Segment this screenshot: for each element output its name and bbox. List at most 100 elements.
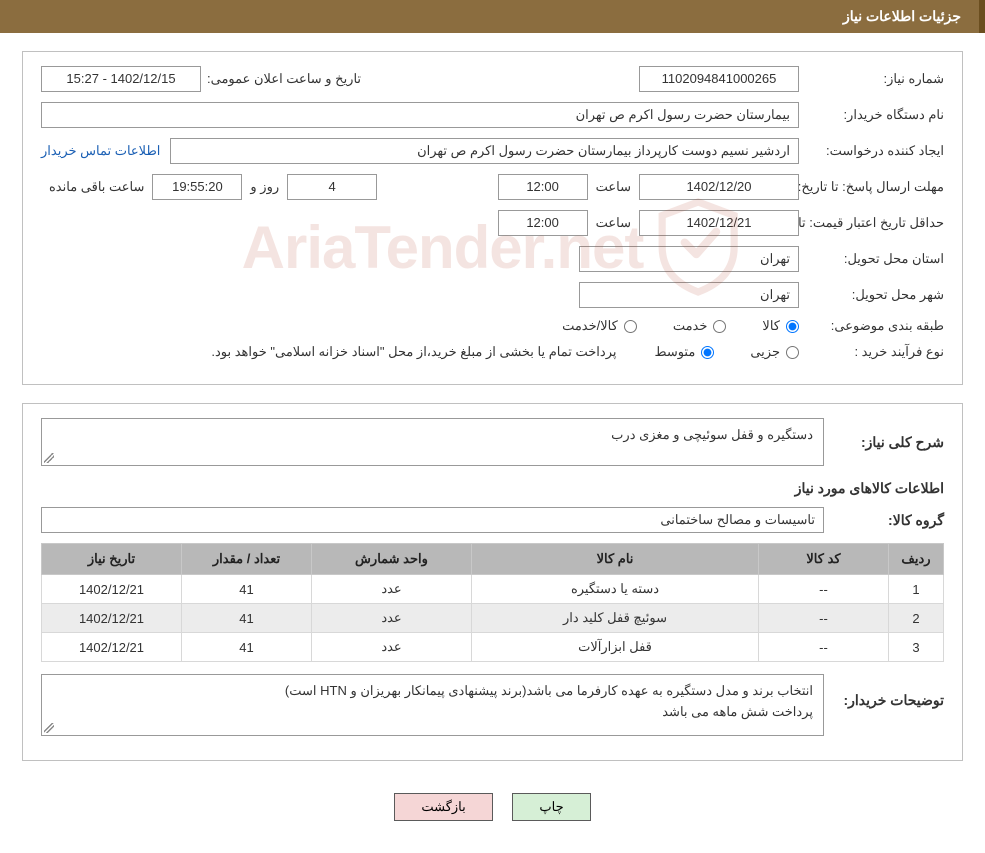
- proc-medium-option[interactable]: متوسط: [654, 344, 714, 360]
- cell-name: دسته یا دستگیره: [472, 575, 759, 604]
- class-goods-radio[interactable]: [786, 320, 799, 333]
- class-service-option[interactable]: خدمت: [673, 318, 727, 334]
- need-no-label: شماره نیاز:: [799, 71, 944, 87]
- desc-label: شرح کلی نیاز:: [824, 434, 944, 451]
- countdown-suffix: ساعت باقی مانده: [49, 179, 144, 195]
- resize-handle-icon[interactable]: [44, 723, 54, 733]
- cell-unit: عدد: [312, 604, 472, 633]
- th-date: تاریخ نیاز: [42, 544, 182, 575]
- city-label: شهر محل تحویل:: [799, 287, 944, 303]
- row-classification: طبقه بندی موضوعی: کالا خدمت کالا/خدمت: [41, 318, 944, 334]
- row-buyer-org: نام دستگاه خریدار: بیمارستان حضرت رسول ا…: [41, 102, 944, 128]
- deadline-label-sub: تا تاریخ:: [798, 179, 839, 194]
- class-both-option[interactable]: کالا/خدمت: [562, 318, 637, 334]
- items-panel: شرح کلی نیاز: دستگیره و قفل سوئیچی و مغز…: [22, 403, 963, 761]
- row-requester: ایجاد کننده درخواست: اردشیر نسیم دوست کا…: [41, 138, 944, 164]
- info-panel: AriaTender.net شماره نیاز: 1102094841000…: [22, 51, 963, 385]
- requester-label: ایجاد کننده درخواست:: [799, 143, 944, 159]
- th-qty: تعداد / مقدار: [182, 544, 312, 575]
- proc-medium-label: متوسط: [654, 344, 695, 360]
- deadline-date: 1402/12/20: [639, 174, 799, 200]
- page-title-bar: جزئیات اطلاعات نیاز: [0, 0, 985, 33]
- cell-date: 1402/12/21: [42, 575, 182, 604]
- th-index: ردیف: [889, 544, 944, 575]
- class-both-radio[interactable]: [624, 320, 637, 333]
- deadline-time: 12:00: [498, 174, 588, 200]
- validity-date: 1402/12/21: [639, 210, 799, 236]
- proc-partial-option[interactable]: جزیی: [750, 344, 799, 360]
- proc-medium-radio[interactable]: [701, 346, 714, 359]
- proc-partial-radio[interactable]: [786, 346, 799, 359]
- table-row: 3 -- قفل ابزارآلات عدد 41 1402/12/21: [42, 633, 944, 662]
- cell-idx: 3: [889, 633, 944, 662]
- province-value: تهران: [579, 246, 799, 272]
- back-button[interactable]: بازگشت: [394, 793, 492, 821]
- proc-note: پرداخت تمام یا بخشی از مبلغ خرید،از محل …: [211, 344, 616, 360]
- validity-label-main: حداقل تاریخ اعتبار قیمت:: [809, 215, 944, 230]
- row-process: نوع فرآیند خرید : جزیی متوسط پرداخت تمام…: [41, 344, 944, 360]
- notes-line-1: انتخاب برند و مدل دستگیره به عهده کارفرم…: [52, 681, 813, 702]
- deadline-label: مهلت ارسال پاسخ: تا تاریخ:: [799, 179, 944, 195]
- row-need-no: شماره نیاز: 1102094841000265 تاریخ و ساع…: [41, 66, 944, 92]
- class-goods-option[interactable]: کالا: [762, 318, 799, 334]
- proc-partial-label: جزیی: [750, 344, 780, 360]
- proc-radio-group: جزیی متوسط: [624, 344, 799, 360]
- class-both-label: کالا/خدمت: [562, 318, 618, 334]
- table-row: 1 -- دسته یا دستگیره عدد 41 1402/12/21: [42, 575, 944, 604]
- need-no-value: 1102094841000265: [639, 66, 799, 92]
- table-body: 1 -- دسته یا دستگیره عدد 41 1402/12/21 2…: [42, 575, 944, 662]
- validity-time: 12:00: [498, 210, 588, 236]
- class-service-label: خدمت: [673, 318, 708, 334]
- row-province: استان محل تحویل: تهران: [41, 246, 944, 272]
- row-city: شهر محل تحویل: تهران: [41, 282, 944, 308]
- cell-idx: 1: [889, 575, 944, 604]
- row-notes: توضیحات خریدار: انتخاب برند و مدل دستگیر…: [41, 674, 944, 736]
- announce-label: تاریخ و ساعت اعلان عمومی:: [201, 71, 361, 87]
- group-label: گروه کالا:: [824, 512, 944, 529]
- page-title: جزئیات اطلاعات نیاز: [843, 8, 961, 24]
- group-value: تاسیسات و مصالح ساختمانی: [41, 507, 824, 533]
- cell-qty: 41: [182, 633, 312, 662]
- class-goods-label: کالا: [762, 318, 780, 334]
- cell-date: 1402/12/21: [42, 604, 182, 633]
- time-label-1: ساعت: [596, 179, 631, 195]
- city-value: تهران: [579, 282, 799, 308]
- notes-box: انتخاب برند و مدل دستگیره به عهده کارفرم…: [41, 674, 824, 736]
- cell-code: --: [759, 633, 889, 662]
- row-group: گروه کالا: تاسیسات و مصالح ساختمانی: [41, 507, 944, 533]
- deadline-label-main: مهلت ارسال پاسخ:: [842, 179, 944, 194]
- page-container: جزئیات اطلاعات نیاز AriaTender.net شماره…: [0, 0, 985, 853]
- button-row: چاپ بازگشت: [22, 779, 963, 843]
- validity-label: حداقل تاریخ اعتبار قیمت: تا تاریخ:: [799, 215, 944, 231]
- cell-unit: عدد: [312, 633, 472, 662]
- province-label: استان محل تحویل:: [799, 251, 944, 267]
- cell-idx: 2: [889, 604, 944, 633]
- print-button[interactable]: چاپ: [512, 793, 590, 821]
- th-unit: واحد شمارش: [312, 544, 472, 575]
- cell-code: --: [759, 604, 889, 633]
- cell-date: 1402/12/21: [42, 633, 182, 662]
- th-name: نام کالا: [472, 544, 759, 575]
- announce-value: 1402/12/15 - 15:27: [41, 66, 201, 92]
- resize-handle-icon[interactable]: [44, 453, 54, 463]
- class-label: طبقه بندی موضوعی:: [799, 318, 944, 334]
- row-items-header: اطلاعات کالاهای مورد نیاز: [41, 480, 944, 497]
- cell-name: سوئیچ قفل کلید دار: [472, 604, 759, 633]
- table-header-row: ردیف کد کالا نام کالا واحد شمارش تعداد /…: [42, 544, 944, 575]
- proc-label: نوع فرآیند خرید :: [799, 344, 944, 360]
- time-label-2: ساعت: [596, 215, 631, 231]
- items-header: اطلاعات کالاهای مورد نیاز: [795, 480, 944, 497]
- notes-line-2: پرداخت شش ماهه می باشد: [52, 702, 813, 723]
- countdown-value: 19:55:20: [152, 174, 242, 200]
- cell-code: --: [759, 575, 889, 604]
- content-area: AriaTender.net شماره نیاز: 1102094841000…: [0, 33, 985, 853]
- row-validity: حداقل تاریخ اعتبار قیمت: تا تاریخ: 1402/…: [41, 210, 944, 236]
- class-radio-group: کالا خدمت کالا/خدمت: [532, 318, 799, 334]
- days-remaining: 4: [287, 174, 377, 200]
- row-description: شرح کلی نیاز: دستگیره و قفل سوئیچی و مغز…: [41, 418, 944, 466]
- class-service-radio[interactable]: [713, 320, 726, 333]
- cell-unit: عدد: [312, 575, 472, 604]
- th-code: کد کالا: [759, 544, 889, 575]
- items-table: ردیف کد کالا نام کالا واحد شمارش تعداد /…: [41, 543, 944, 662]
- contact-link[interactable]: اطلاعات تماس خریدار: [41, 143, 160, 159]
